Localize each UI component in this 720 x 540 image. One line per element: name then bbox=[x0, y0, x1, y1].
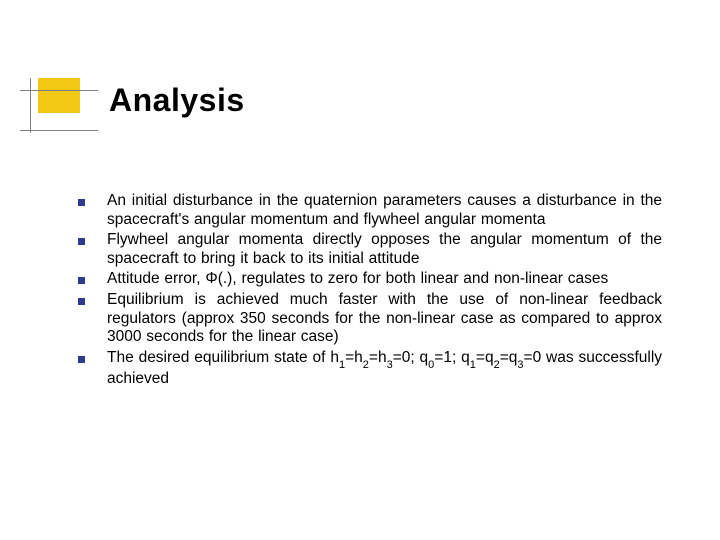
decoration-vline bbox=[30, 78, 31, 133]
yellow-accent-block bbox=[38, 78, 80, 113]
decoration-hline-bottom bbox=[20, 130, 98, 131]
decoration-hline-top bbox=[20, 90, 98, 91]
list-item: Attitude error, Φ(.), regulates to zero … bbox=[78, 270, 662, 289]
bullet-text: Attitude error, Φ(.), regulates to zero … bbox=[107, 270, 662, 289]
bullet-text: Flywheel angular momenta directly oppose… bbox=[107, 231, 662, 268]
bullet-icon bbox=[78, 277, 85, 284]
title-decoration bbox=[20, 78, 98, 133]
bullet-text: The desired equilibrium state of h1=h2=h… bbox=[107, 349, 662, 389]
bullet-text: Equilibrium is achieved much faster with… bbox=[107, 291, 662, 347]
list-item: The desired equilibrium state of h1=h2=h… bbox=[78, 349, 662, 389]
bullet-icon bbox=[78, 199, 85, 206]
list-item: An initial disturbance in the quaternion… bbox=[78, 192, 662, 229]
bullet-icon bbox=[78, 298, 85, 305]
list-item: Equilibrium is achieved much faster with… bbox=[78, 291, 662, 347]
list-item: Flywheel angular momenta directly oppose… bbox=[78, 231, 662, 268]
bullet-icon bbox=[78, 238, 85, 245]
bullet-icon bbox=[78, 356, 85, 363]
slide-title: Analysis bbox=[109, 82, 245, 119]
bullet-list: An initial disturbance in the quaternion… bbox=[78, 192, 662, 391]
bullet-text: An initial disturbance in the quaternion… bbox=[107, 192, 662, 229]
